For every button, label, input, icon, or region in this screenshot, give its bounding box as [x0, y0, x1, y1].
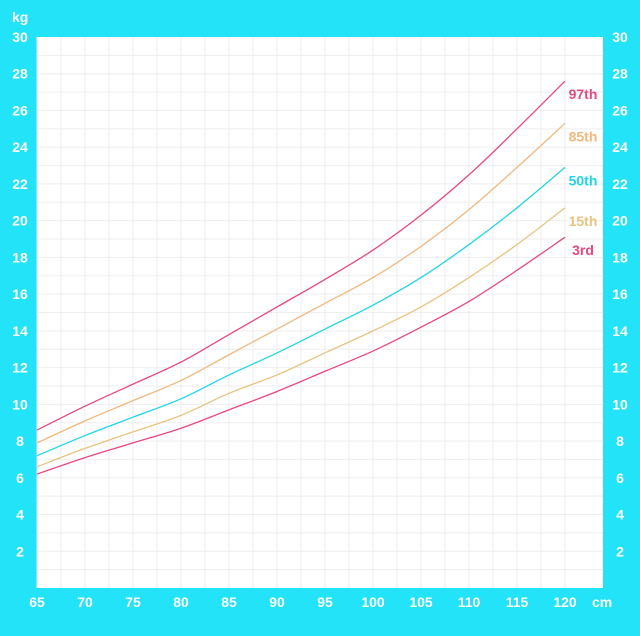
- series-label-50th: 50th: [569, 172, 598, 188]
- x-tick-label: 110: [458, 594, 481, 610]
- series-line-97th: [36, 80, 566, 431]
- series-label-85th: 85th: [569, 128, 598, 144]
- y-tick-label-left: 2: [16, 543, 24, 559]
- y-tick-label-right: 16: [612, 286, 628, 302]
- series-line-50th: [36, 166, 566, 457]
- series-label-15th: 15th: [569, 213, 598, 229]
- x-tick-label: 100: [361, 594, 385, 610]
- x-tick-label: 75: [125, 594, 141, 610]
- series-line-3rd: [36, 236, 566, 475]
- y-tick-label-right: 22: [612, 176, 628, 192]
- y-tick-label-right: 28: [612, 66, 628, 82]
- y-tick-label-right: 6: [616, 470, 624, 486]
- y-tick-label-left: 12: [12, 360, 28, 376]
- x-tick-label: 80: [173, 594, 189, 610]
- x-tick-label: 105: [409, 594, 433, 610]
- y-tick-label-right: 24: [612, 139, 628, 155]
- x-tick-label: 90: [269, 594, 285, 610]
- y-tick-label-left: 22: [12, 176, 28, 192]
- y-tick-label-right: 10: [612, 396, 628, 412]
- y-tick-label-left: 10: [12, 396, 28, 412]
- x-tick-label: 120: [553, 594, 577, 610]
- y-tick-label-right: 26: [612, 102, 628, 118]
- y-tick-label-right: 2: [616, 543, 624, 559]
- y-tick-label-left: 16: [12, 286, 28, 302]
- y-tick-label-left: 26: [12, 102, 28, 118]
- x-tick-label: 95: [317, 594, 333, 610]
- y-tick-label-right: 8: [616, 433, 624, 449]
- grid: [36, 37, 603, 588]
- y-tick-label-right: 18: [612, 249, 628, 265]
- y-tick-label-left: 8: [16, 433, 24, 449]
- x-tick-label: 115: [506, 594, 529, 610]
- y-tick-label-right: 20: [612, 213, 628, 229]
- y-axis-unit: kg: [12, 9, 28, 25]
- y-tick-label-left: 30: [12, 29, 28, 45]
- y-tick-label-left: 24: [12, 139, 28, 155]
- x-tick-label: 70: [77, 594, 93, 610]
- y-tick-label-right: 14: [612, 323, 628, 339]
- y-tick-label-right: 12: [612, 360, 628, 376]
- x-tick-label: 85: [221, 594, 237, 610]
- series-label-3rd: 3rd: [572, 242, 594, 258]
- y-tick-label-left: 20: [12, 213, 28, 229]
- series-labels: 97th 85th 50th 15th 3rd: [569, 86, 598, 258]
- y-tick-label-left: 4: [16, 507, 24, 523]
- series-line-15th: [36, 207, 566, 468]
- x-tick-label: 65: [29, 594, 45, 610]
- y-tick-label-left: 6: [16, 470, 24, 486]
- series-lines: [36, 80, 566, 475]
- y-tick-label-right: 4: [616, 507, 624, 523]
- y-tick-label-right: 30: [612, 29, 628, 45]
- y-tick-label-left: 14: [12, 323, 28, 339]
- y-tick-label-left: 18: [12, 249, 28, 265]
- series-line-85th: [36, 122, 566, 444]
- series-label-97th: 97th: [569, 86, 598, 102]
- y-tick-label-left: 28: [12, 66, 28, 82]
- x-axis-unit: cm: [592, 594, 612, 610]
